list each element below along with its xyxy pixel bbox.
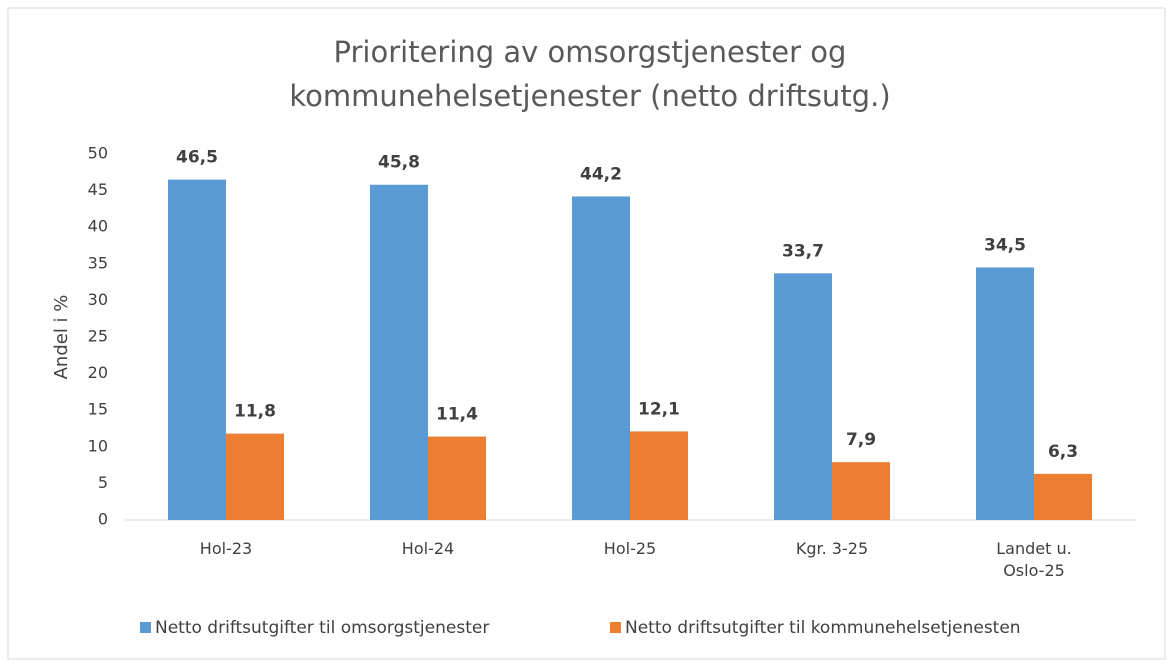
legend-swatch (610, 622, 621, 633)
y-tick-label: 10 (88, 436, 108, 455)
x-tick-label: Hol-24 (401, 539, 455, 558)
y-tick-label: 25 (88, 327, 108, 346)
y-tick-label: 15 (88, 400, 108, 419)
bar (168, 179, 226, 520)
value-label: 7,9 (846, 430, 876, 450)
bar (572, 196, 630, 520)
bar (1034, 473, 1092, 520)
y-tick-label: 20 (88, 363, 108, 382)
value-label: 33,7 (782, 241, 824, 261)
y-axis-title: Andel i % (51, 295, 72, 380)
y-tick-label: 40 (88, 217, 108, 236)
value-label: 45,8 (378, 153, 420, 173)
value-label: 11,4 (436, 405, 478, 425)
legend-label: Netto driftsutgifter til kommunehelsetje… (625, 618, 1021, 638)
bar (370, 184, 428, 520)
value-label: 44,2 (580, 164, 622, 184)
y-tick-label: 5 (98, 473, 108, 492)
bar (832, 462, 890, 520)
y-tick-label: 50 (88, 144, 108, 163)
y-tick-label: 0 (98, 510, 108, 529)
value-label: 11,8 (234, 402, 276, 422)
y-tick-label: 45 (88, 180, 108, 199)
value-label: 34,5 (984, 235, 1026, 255)
legend-swatch (140, 622, 151, 633)
x-tick-label: Landet u. Oslo-25 (996, 539, 1072, 580)
legend-label: Netto driftsutgifter til omsorgstjeneste… (155, 618, 489, 638)
bar (976, 267, 1034, 520)
x-tick-label: Hol-25 (603, 539, 657, 558)
bar (774, 273, 832, 520)
bar (630, 431, 688, 520)
x-tick-label: Hol-23 (199, 539, 253, 558)
y-tick-label: 35 (88, 253, 108, 272)
value-label: 6,3 (1048, 442, 1078, 462)
bar (226, 433, 284, 520)
x-tick-label: Kgr. 3-25 (795, 539, 869, 558)
value-label: 46,5 (176, 148, 218, 168)
chart-title: Prioritering av omsorgstjenester og komm… (289, 35, 891, 113)
y-tick-label: 30 (88, 290, 108, 309)
bar (428, 436, 486, 520)
value-label: 12,1 (638, 399, 680, 419)
